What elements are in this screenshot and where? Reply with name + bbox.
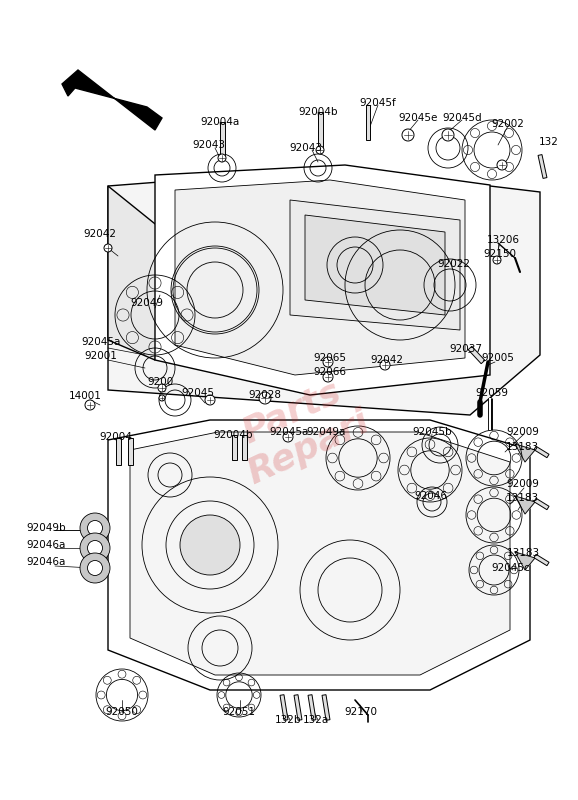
Circle shape	[87, 541, 102, 555]
Text: 92065: 92065	[313, 353, 346, 363]
Polygon shape	[322, 694, 330, 720]
Text: 92170: 92170	[344, 707, 377, 717]
Text: 92045b: 92045b	[412, 427, 452, 437]
Circle shape	[85, 400, 95, 410]
Circle shape	[80, 533, 110, 563]
Polygon shape	[305, 215, 445, 315]
Text: 92049a: 92049a	[306, 427, 346, 437]
Text: 92004b: 92004b	[213, 430, 253, 440]
Text: 92004: 92004	[99, 432, 132, 442]
Polygon shape	[294, 694, 302, 720]
Text: 92005: 92005	[481, 353, 514, 363]
Polygon shape	[308, 694, 316, 720]
Circle shape	[316, 146, 324, 154]
Text: 92043: 92043	[290, 143, 323, 153]
Circle shape	[159, 395, 165, 401]
Circle shape	[259, 392, 271, 404]
Text: 13206: 13206	[487, 235, 520, 245]
Polygon shape	[534, 446, 549, 458]
Text: 92049b: 92049b	[26, 523, 66, 533]
Polygon shape	[108, 420, 530, 690]
Circle shape	[218, 154, 226, 162]
Text: 9200: 9200	[148, 377, 174, 387]
Text: 13183: 13183	[505, 442, 539, 452]
Polygon shape	[130, 432, 510, 675]
Circle shape	[323, 357, 333, 367]
Circle shape	[104, 244, 112, 252]
Circle shape	[158, 384, 166, 392]
Text: 132b: 132b	[275, 715, 301, 725]
Text: 92004b: 92004b	[298, 107, 338, 117]
Text: 92045c: 92045c	[492, 563, 531, 573]
Text: 92022: 92022	[438, 259, 470, 269]
Text: 92051: 92051	[223, 707, 255, 717]
Circle shape	[80, 513, 110, 543]
Polygon shape	[515, 496, 535, 514]
Text: 92045f: 92045f	[360, 98, 397, 108]
Polygon shape	[280, 694, 288, 720]
Polygon shape	[468, 346, 485, 364]
Polygon shape	[242, 435, 246, 460]
Text: 92002: 92002	[491, 119, 524, 129]
Text: 92042: 92042	[83, 229, 117, 239]
Text: 92009: 92009	[506, 427, 539, 437]
Polygon shape	[366, 105, 370, 140]
Polygon shape	[116, 438, 120, 465]
Text: 92046: 92046	[414, 491, 447, 501]
Text: 92028: 92028	[249, 390, 281, 400]
Polygon shape	[317, 112, 323, 148]
Text: 92049: 92049	[131, 298, 164, 308]
Text: 132: 132	[539, 137, 559, 147]
Polygon shape	[232, 435, 236, 460]
Text: 92045a: 92045a	[81, 337, 121, 347]
Polygon shape	[290, 200, 460, 330]
Circle shape	[87, 561, 102, 575]
Polygon shape	[62, 70, 162, 130]
Text: 92045: 92045	[181, 388, 214, 398]
Circle shape	[442, 129, 454, 141]
Polygon shape	[515, 552, 535, 570]
Polygon shape	[538, 154, 547, 178]
Circle shape	[402, 129, 414, 141]
Polygon shape	[220, 122, 224, 155]
Circle shape	[80, 553, 110, 583]
Text: 92150: 92150	[484, 249, 517, 259]
Text: 92043: 92043	[192, 140, 225, 150]
Polygon shape	[128, 438, 132, 465]
Text: 92066: 92066	[313, 367, 346, 377]
Text: 92050: 92050	[106, 707, 139, 717]
Text: 92037: 92037	[450, 344, 483, 354]
Text: 92045d: 92045d	[442, 113, 482, 123]
Text: 92009: 92009	[506, 479, 539, 489]
Circle shape	[497, 160, 507, 170]
Polygon shape	[108, 168, 540, 415]
Text: 13183: 13183	[505, 493, 539, 503]
Polygon shape	[534, 554, 549, 566]
Polygon shape	[155, 165, 490, 395]
Circle shape	[180, 515, 240, 575]
Text: 92059: 92059	[476, 388, 509, 398]
Text: 92046a: 92046a	[27, 540, 66, 550]
Circle shape	[205, 395, 215, 405]
Text: 92042: 92042	[370, 355, 403, 365]
Polygon shape	[108, 186, 175, 360]
Text: 92045e: 92045e	[398, 113, 438, 123]
Circle shape	[380, 360, 390, 370]
Text: 14001: 14001	[69, 391, 101, 401]
Text: 92001: 92001	[84, 351, 117, 361]
Text: 92046a: 92046a	[27, 557, 66, 567]
Text: Parts
Repari: Parts Repari	[225, 369, 375, 491]
Circle shape	[87, 521, 102, 535]
Polygon shape	[534, 498, 549, 510]
Text: 132a: 132a	[303, 715, 329, 725]
Text: 13183: 13183	[506, 548, 539, 558]
Polygon shape	[515, 444, 535, 462]
Text: 92004a: 92004a	[201, 117, 240, 127]
Circle shape	[493, 256, 501, 264]
Text: 92045a: 92045a	[269, 427, 309, 437]
Polygon shape	[175, 180, 465, 375]
Circle shape	[323, 372, 333, 382]
Circle shape	[283, 432, 293, 442]
